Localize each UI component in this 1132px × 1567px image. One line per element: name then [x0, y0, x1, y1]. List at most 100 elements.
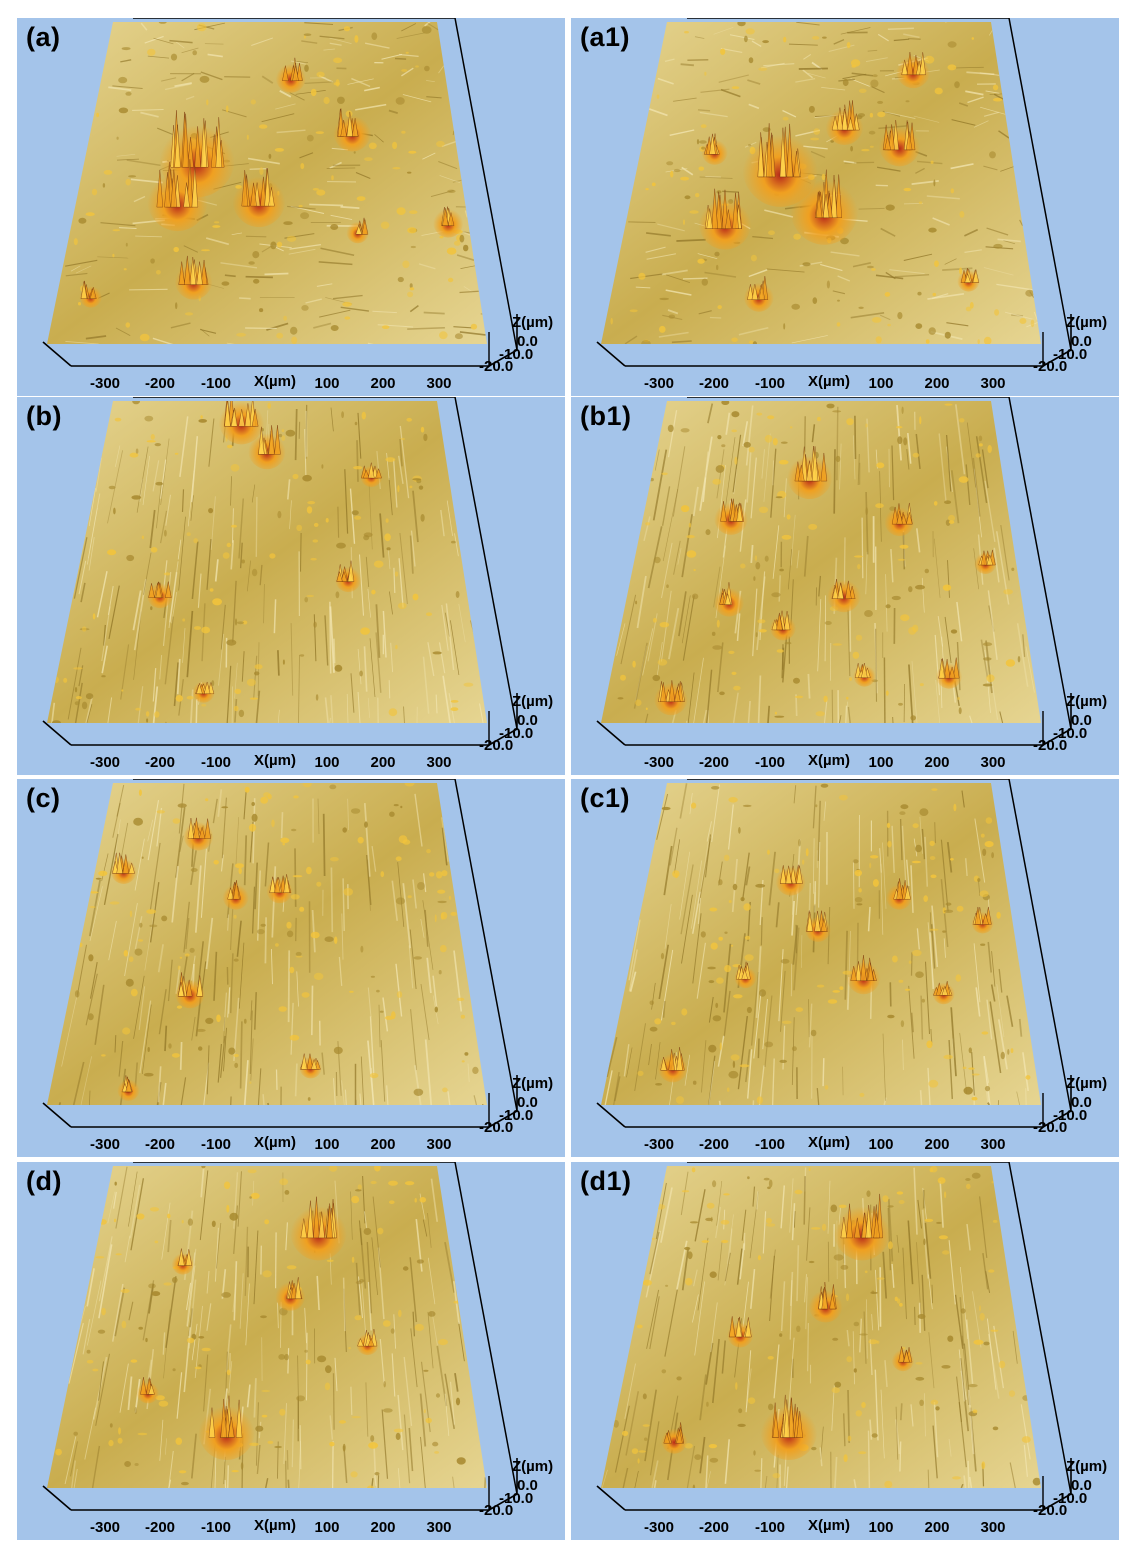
- axis-line: [42, 720, 72, 746]
- z-tick-label: 0.0: [517, 1094, 538, 1111]
- z-axis-title: Z(µm): [1066, 693, 1108, 710]
- axis-line: [596, 1102, 626, 1128]
- surface: [47, 783, 487, 1105]
- x-axis-title: X(µm): [808, 373, 850, 390]
- z-tick-label: -10.0: [499, 1107, 534, 1124]
- x-tick-label: -200: [698, 754, 730, 771]
- panel-label: (d): [26, 1166, 62, 1196]
- x-axis-title: X(µm): [808, 1134, 850, 1151]
- x-tick-label: 200: [924, 375, 950, 392]
- x-tick-label: 300: [980, 375, 1006, 392]
- z-tick-label: -10.0: [499, 725, 534, 742]
- surface: [47, 1166, 487, 1488]
- x-tick-label: -100: [754, 1136, 786, 1153]
- z-axis-title: Z(µm): [512, 314, 554, 331]
- box-edge: [1008, 397, 1072, 730]
- z-tick-label: -20.0: [1033, 1502, 1068, 1519]
- x-tick-label: -300: [89, 375, 121, 392]
- box-edge: [1008, 1162, 1072, 1495]
- box-edge: [1008, 779, 1072, 1112]
- panel-a1: (a1) -300 -200 -100 100 200 300 X(µm) Z(µm) 0.0 -1…: [571, 18, 1119, 396]
- axis-line: [488, 1110, 518, 1128]
- panel-d1: (d1) -300 -200 -100 100 200 300 X(µm) Z(µm) 0.0 -1…: [571, 1162, 1119, 1540]
- x-tick-label: -100: [754, 375, 786, 392]
- z-tick-label: 0.0: [517, 1477, 538, 1494]
- x-tick-label: -200: [144, 1136, 176, 1153]
- axis-line: [1042, 1110, 1072, 1128]
- axis-line: [488, 728, 518, 746]
- x-tick-label: -100: [200, 1136, 232, 1153]
- z-tick-label: 0.0: [1071, 1477, 1092, 1494]
- panel-label: (a): [26, 22, 61, 52]
- z-axis-title: Z(µm): [512, 1075, 554, 1092]
- surface-plot-c1: [596, 779, 1072, 1128]
- x-tick-label: -100: [200, 754, 232, 771]
- axis-line: [596, 720, 626, 746]
- z-axis-title: Z(µm): [1066, 314, 1108, 331]
- z-tick-label: -20.0: [479, 737, 514, 754]
- x-tick-label: -100: [754, 754, 786, 771]
- z-axis-title: Z(µm): [1066, 1458, 1108, 1475]
- surface: [601, 1166, 1041, 1488]
- x-tick-label: 200: [370, 754, 396, 771]
- x-tick-label: -300: [643, 375, 675, 392]
- surface-plot-d1: [596, 1162, 1072, 1511]
- panel-label: (b1): [580, 401, 632, 431]
- x-tick-label: -200: [144, 754, 176, 771]
- x-tick-label: -200: [698, 1136, 730, 1153]
- x-tick-label: 100: [314, 1136, 340, 1153]
- x-tick-label: -300: [89, 1136, 121, 1153]
- surface-plot-a: [42, 18, 518, 367]
- x-tick-label: -100: [754, 1519, 786, 1536]
- z-tick-label: -10.0: [1053, 1107, 1088, 1124]
- x-tick-label: 100: [314, 375, 340, 392]
- z-tick-label: -20.0: [479, 1119, 514, 1136]
- x-tick-label: 100: [868, 1136, 894, 1153]
- panel-label: (d1): [580, 1166, 632, 1196]
- x-tick-label: 300: [426, 375, 452, 392]
- z-tick-label: -20.0: [479, 358, 514, 375]
- panel-label: (a1): [580, 22, 631, 52]
- axis-line: [42, 1102, 72, 1128]
- panel-b: (b) -300 -200 -100 100 200 300 X(µm) Z(µm) 0.0 -10…: [17, 397, 565, 775]
- x-tick-label: 300: [426, 754, 452, 771]
- z-axis-title: Z(µm): [512, 1458, 554, 1475]
- z-tick-label: 0.0: [1071, 333, 1092, 350]
- x-axis-title: X(µm): [254, 373, 296, 390]
- panel-label: (c1): [580, 783, 631, 813]
- x-axis-title: X(µm): [254, 752, 296, 769]
- x-tick-label: 100: [868, 375, 894, 392]
- x-tick-label: 100: [868, 754, 894, 771]
- z-tick-label: 0.0: [1071, 1094, 1092, 1111]
- x-tick-label: -100: [200, 375, 232, 392]
- z-tick-label: 0.0: [517, 333, 538, 350]
- x-tick-label: 300: [980, 1519, 1006, 1536]
- x-tick-label: -200: [144, 375, 176, 392]
- x-tick-label: 300: [980, 1136, 1006, 1153]
- z-tick-label: 0.0: [517, 712, 538, 729]
- z-axis-title: Z(µm): [512, 693, 554, 710]
- z-tick-label: -10.0: [1053, 346, 1088, 363]
- box-edge: [454, 397, 518, 730]
- x-tick-label: 100: [314, 1519, 340, 1536]
- x-tick-label: 300: [980, 754, 1006, 771]
- x-tick-label: -100: [200, 1519, 232, 1536]
- panel-c1: (c1) -300 -200 -100 100 200 300 X(µm) Z(µm) 0.0 -1…: [571, 779, 1119, 1157]
- x-tick-label: 300: [426, 1136, 452, 1153]
- surface: [601, 401, 1041, 723]
- peak: [878, 122, 921, 167]
- z-tick-label: 0.0: [1071, 712, 1092, 729]
- panel-d: (d) -300 -200 -100 100 200 300 X(µm) Z(µm) 0.0 -10…: [17, 1162, 565, 1540]
- z-tick-label: -20.0: [1033, 737, 1068, 754]
- x-axis-title: X(µm): [808, 1517, 850, 1534]
- box-edge: [454, 779, 518, 1112]
- x-tick-label: -200: [698, 375, 730, 392]
- surface-plot-b: [42, 397, 518, 746]
- x-tick-label: -200: [144, 1519, 176, 1536]
- panel-label: (c): [26, 783, 61, 813]
- box-edge: [454, 1162, 518, 1495]
- x-tick-label: -300: [89, 1519, 121, 1536]
- x-axis-title: X(µm): [808, 752, 850, 769]
- axis-line: [488, 349, 518, 367]
